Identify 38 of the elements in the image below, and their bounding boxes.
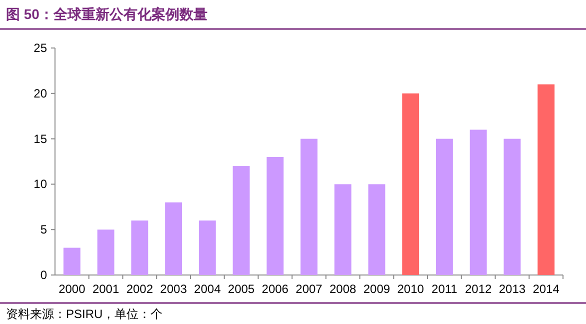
x-tick-label: 2005 <box>228 282 255 296</box>
bar <box>504 138 521 275</box>
bar <box>266 156 284 275</box>
x-tick-label: 2006 <box>262 282 289 296</box>
x-tick-label: 2009 <box>363 282 390 296</box>
x-tick-label: 2002 <box>126 282 154 296</box>
y-tick-label: 0 <box>40 268 48 282</box>
bar <box>470 130 487 275</box>
x-tick-label: 2000 <box>58 282 86 296</box>
x-tick-label: 2010 <box>397 282 424 296</box>
y-tick-label: 20 <box>34 86 48 100</box>
x-tick-label: 2003 <box>160 282 188 296</box>
text: 资料来源：PSIRU，单位：个 <box>6 307 163 321</box>
bar <box>63 248 80 275</box>
bar <box>334 184 352 275</box>
bar <box>368 184 386 275</box>
x-tick-label: 2013 <box>498 282 526 296</box>
bar <box>300 138 318 275</box>
bar <box>232 166 250 275</box>
bar <box>131 220 148 275</box>
x-tick-label: 2012 <box>464 282 492 296</box>
y-tick-label: 10 <box>34 177 48 192</box>
x-tick-label: 2014 <box>532 282 560 296</box>
bar <box>198 220 216 275</box>
x-tick-label: 2008 <box>330 282 357 296</box>
bar <box>165 202 182 275</box>
x-tick-label: 2011 <box>432 282 458 296</box>
chart-title: 图 50：全球重新公有化案例数量 <box>6 6 208 22</box>
x-tick-label: 2001 <box>92 282 120 296</box>
bar <box>97 230 114 275</box>
y-tick-label: 15 <box>34 132 48 146</box>
y-tick-label: 25 <box>34 41 48 55</box>
bar <box>538 84 555 275</box>
x-tick-label: 2004 <box>194 282 222 296</box>
y-tick-label: 5 <box>40 222 48 237</box>
x-tick-label: 2007 <box>296 282 323 296</box>
bar <box>436 138 453 275</box>
bar <box>402 93 420 275</box>
